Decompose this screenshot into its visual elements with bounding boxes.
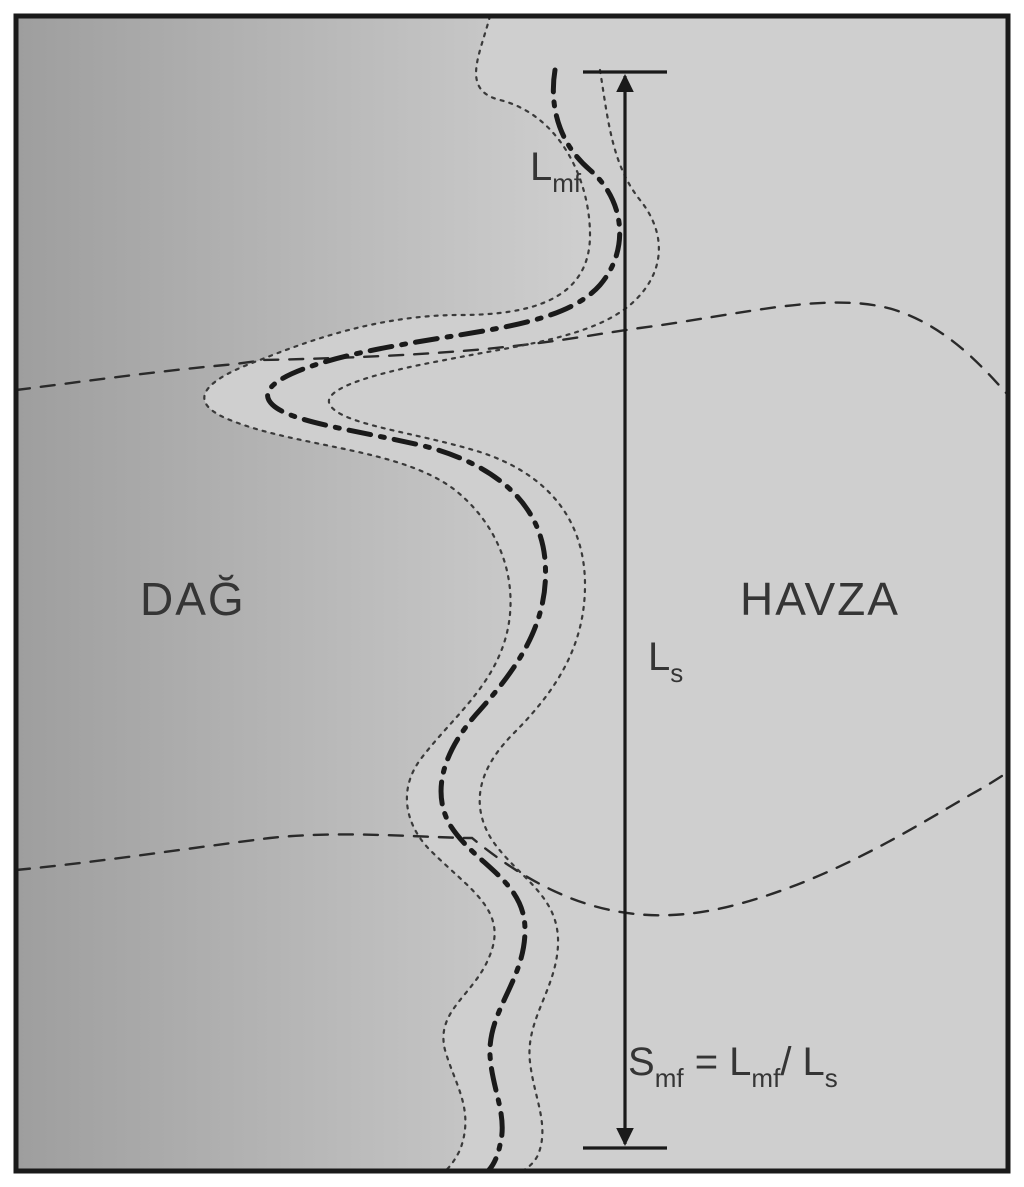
label-mountain: DAĞ xyxy=(140,573,246,625)
label-basin: HAVZA xyxy=(740,573,900,625)
